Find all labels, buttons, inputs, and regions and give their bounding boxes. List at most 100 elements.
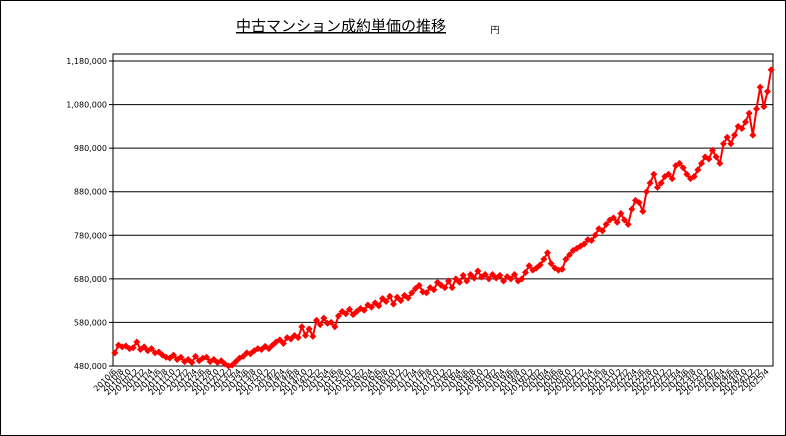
data-marker [280, 339, 287, 347]
data-marker [228, 361, 236, 369]
data-marker [738, 125, 746, 133]
data-marker [665, 170, 672, 178]
data-marker [316, 321, 324, 329]
data-marker [294, 334, 302, 342]
data-marker [690, 172, 698, 180]
data-marker [148, 345, 155, 353]
data-marker [170, 351, 177, 359]
data-marker [650, 170, 658, 178]
data-marker [313, 316, 320, 324]
data-marker [580, 240, 588, 248]
data-marker [452, 275, 460, 283]
y-tick-label: 1,180,000 [66, 57, 107, 66]
data-marker [698, 159, 705, 167]
data-marker [635, 199, 643, 207]
y-tick-label: 880,000 [74, 188, 107, 197]
data-marker [643, 188, 650, 196]
data-marker [397, 297, 405, 305]
unit-label: 円 [490, 25, 499, 36]
data-marker [731, 131, 738, 139]
data-marker [683, 170, 691, 178]
data-marker [232, 358, 240, 366]
data-marker [694, 166, 702, 174]
data-marker [709, 146, 716, 154]
data-marker [753, 105, 760, 113]
data-marker [430, 286, 438, 294]
data-marker [474, 267, 482, 275]
data-marker [192, 352, 199, 360]
y-tick-label: 980,000 [74, 144, 107, 153]
data-marker [500, 277, 507, 285]
data-marker [518, 275, 526, 283]
data-marker [393, 293, 401, 301]
data-marker [445, 277, 452, 285]
data-marker [346, 305, 353, 313]
data-marker [720, 140, 727, 148]
data-marker [764, 88, 771, 95]
data-marker [679, 164, 687, 172]
data-marker [463, 277, 471, 285]
data-marker [441, 284, 449, 292]
data-marker [177, 353, 185, 361]
data-marker [734, 122, 742, 130]
data-marker [654, 183, 661, 191]
data-marker [657, 179, 665, 187]
data-marker [544, 249, 551, 257]
data-marker [602, 220, 610, 228]
data-marker [566, 251, 573, 259]
y-tick-label: 580,000 [74, 318, 107, 327]
data-marker [621, 216, 628, 224]
data-marker [756, 83, 764, 91]
data-marker [496, 271, 504, 279]
data-marker [588, 237, 595, 245]
data-marker [628, 205, 636, 213]
data-marker [639, 207, 647, 215]
data-marker [742, 118, 749, 126]
data-marker [745, 109, 753, 117]
data-marker [712, 153, 720, 161]
data-marker [111, 349, 119, 357]
data-marker [562, 255, 570, 263]
data-marker [617, 210, 625, 217]
data-marker [599, 227, 606, 235]
data-marker [716, 159, 724, 167]
data-marker [390, 300, 397, 308]
data-marker [133, 338, 141, 346]
data-marker [140, 343, 148, 351]
data-marker [298, 323, 306, 331]
data-marker [610, 214, 617, 222]
data-marker [705, 155, 713, 163]
data-marker [467, 271, 474, 278]
y-tick-label: 780,000 [74, 231, 107, 240]
data-marker [386, 292, 394, 300]
plot-area [112, 53, 774, 367]
data-marker [481, 271, 489, 278]
data-marker [525, 262, 533, 270]
data-marker [368, 303, 375, 311]
data-marker [287, 335, 295, 343]
data-marker [188, 359, 196, 367]
data-marker [305, 325, 313, 333]
data-marker [320, 314, 328, 322]
data-marker [522, 268, 529, 276]
data-marker [331, 323, 339, 331]
data-marker [540, 255, 548, 263]
data-marker [485, 275, 493, 283]
y-tick-label: 1,080,000 [66, 101, 107, 110]
data-marker [727, 140, 735, 148]
data-marker [203, 353, 210, 361]
data-marker [423, 289, 430, 297]
data-marker [459, 271, 467, 279]
data-marker [415, 281, 423, 289]
data-marker [749, 131, 757, 139]
data-marker [129, 344, 137, 352]
data-marker [408, 289, 416, 297]
data-marker [265, 345, 273, 353]
data-marker [276, 336, 284, 344]
data-marker [507, 275, 515, 283]
data-marker [536, 261, 544, 269]
data-marker [668, 175, 676, 183]
data-marker [309, 332, 317, 340]
